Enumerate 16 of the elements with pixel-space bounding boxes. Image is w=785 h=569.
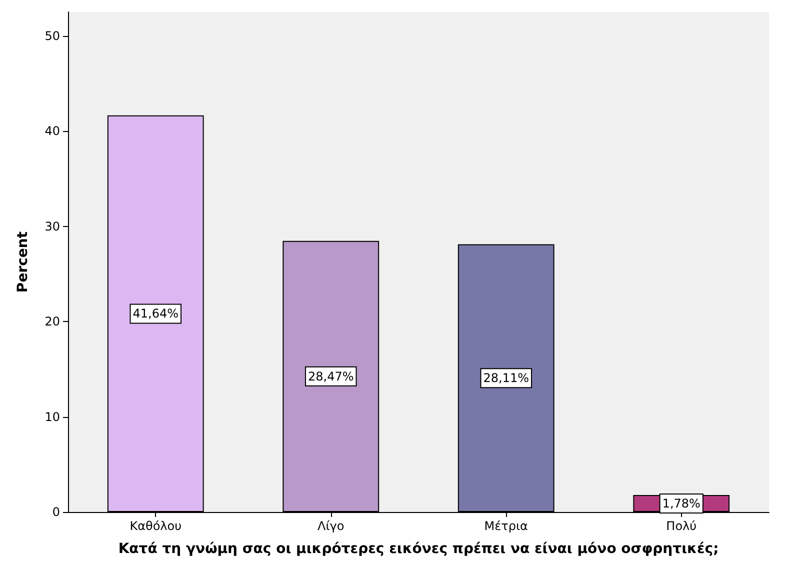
data-label: 28,11% <box>483 371 530 386</box>
x-axis-title: Κατά τη γνώμη σας οι μικρότερες εικόνες πρέπει να είναι μόνο οσφρητικές; <box>118 541 719 557</box>
x-tick-label: Λίγο <box>318 519 344 533</box>
y-tick-label: 10 <box>44 410 60 424</box>
y-tick-label: 30 <box>44 219 60 234</box>
y-tick-label: 50 <box>44 28 60 43</box>
data-label: 1,78% <box>662 496 700 511</box>
x-tick-label: Πολύ <box>666 519 697 533</box>
x-tick-label: Καθόλου <box>130 519 182 533</box>
y-tick-label: 0 <box>52 505 60 519</box>
y-tick-label: 40 <box>44 124 60 138</box>
data-label: 41,64% <box>132 306 179 321</box>
x-tick-label: Μέτρια <box>484 519 528 533</box>
data-label: 28,47% <box>308 369 354 384</box>
y-axis-title: Percent <box>15 231 31 293</box>
y-tick-label: 20 <box>44 314 60 329</box>
